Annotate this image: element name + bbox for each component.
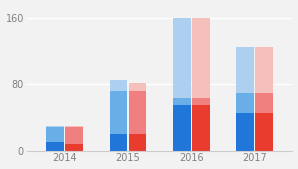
Bar: [173, 105, 191, 151]
Bar: [236, 113, 254, 151]
Bar: [192, 105, 209, 151]
Bar: [255, 93, 273, 113]
Bar: [192, 18, 209, 98]
Bar: [128, 134, 146, 151]
Bar: [173, 18, 191, 98]
Bar: [65, 127, 83, 144]
Bar: [128, 83, 146, 91]
Bar: [46, 126, 64, 127]
Bar: [65, 126, 83, 127]
Bar: [110, 134, 127, 151]
Bar: [192, 98, 209, 105]
Bar: [255, 113, 273, 151]
Bar: [255, 47, 273, 93]
Bar: [110, 91, 127, 134]
Bar: [128, 91, 146, 134]
Bar: [46, 142, 64, 151]
Bar: [110, 80, 127, 91]
Bar: [236, 47, 254, 93]
Bar: [65, 144, 83, 151]
Bar: [173, 98, 191, 105]
Bar: [236, 93, 254, 113]
Bar: [46, 127, 64, 142]
